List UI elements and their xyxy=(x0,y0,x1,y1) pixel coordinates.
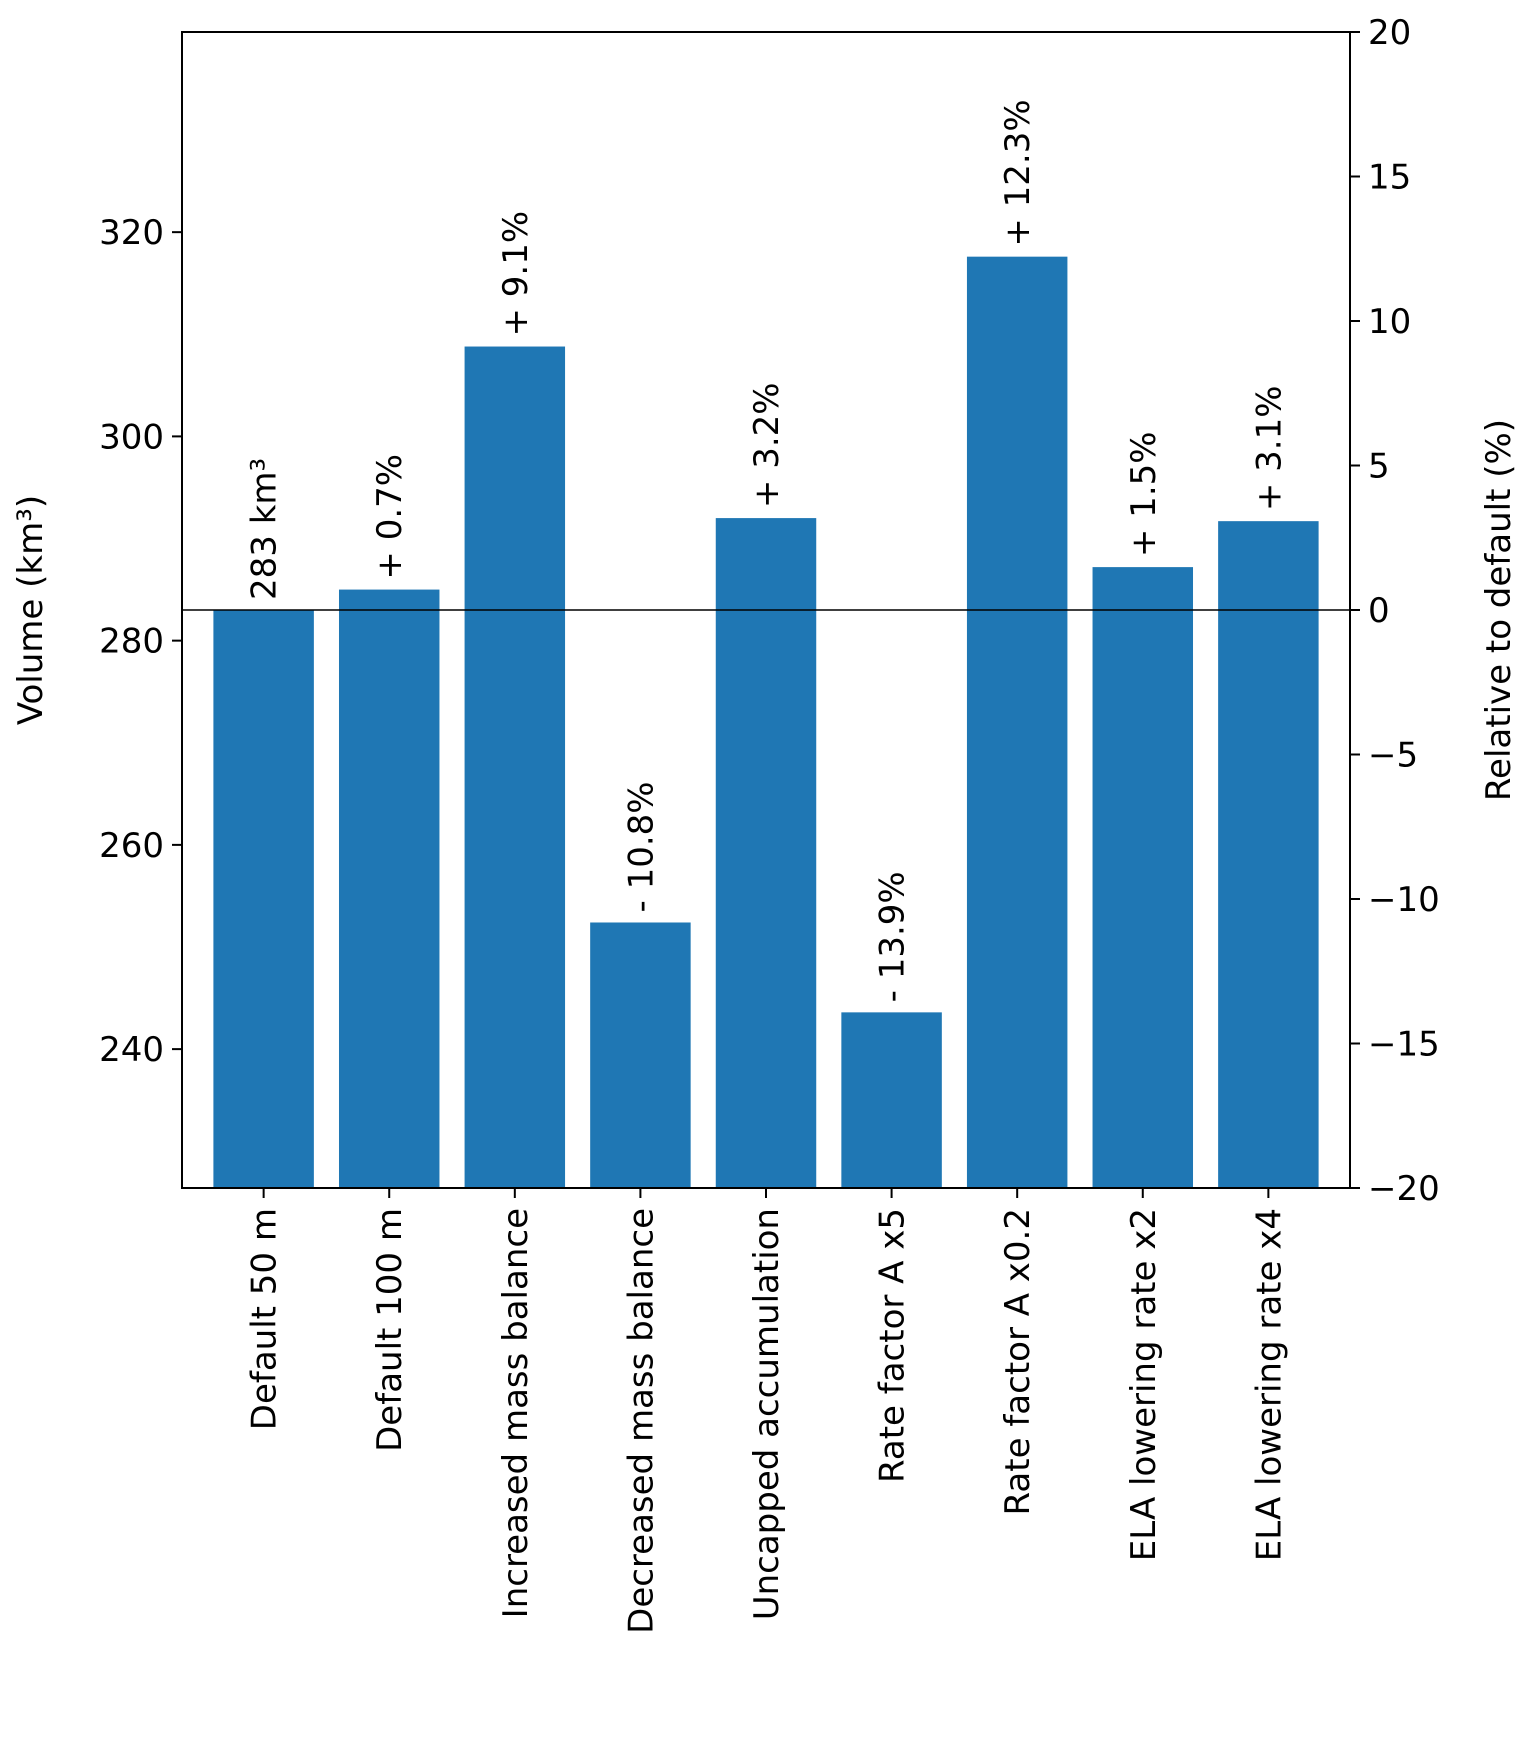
y-axis-label-left: Volume (km³) xyxy=(11,495,51,725)
x-tick-label: Default 50 m xyxy=(245,1208,285,1430)
right-tick-label: −5 xyxy=(1368,736,1418,776)
bar-value-label: 283 km³ xyxy=(245,458,285,600)
bar-value-label: + 9.1% xyxy=(496,211,536,337)
x-tick-label: ELA lowering rate x2 xyxy=(1124,1208,1164,1561)
right-tick-label: −10 xyxy=(1368,880,1440,920)
y-axis-label-right: Relative to default (%) xyxy=(1479,419,1519,801)
bar xyxy=(213,610,314,1188)
right-tick-label: −15 xyxy=(1368,1025,1440,1065)
x-tick-label: Increased mass balance xyxy=(496,1208,536,1618)
bar-labels-group: 283 km³ + 0.7% + 9.1% - 10.8% + 3.2% - 13.9% +… xyxy=(245,99,1290,1002)
left-axis-ticks: 240 260 280 300 320 xyxy=(99,213,182,1070)
x-tick-label: Rate factor A x0.2 xyxy=(998,1208,1038,1515)
bar xyxy=(338,589,440,1188)
bar xyxy=(715,518,817,1188)
x-tick-label: ELA lowering rate x4 xyxy=(1249,1208,1289,1561)
bar-value-label: + 3.1% xyxy=(1249,385,1289,511)
right-tick-label: 0 xyxy=(1368,591,1390,631)
y-tick-label: 260 xyxy=(99,826,164,866)
bar xyxy=(464,346,566,1188)
right-tick-label: 10 xyxy=(1368,302,1411,342)
y-tick-label: 240 xyxy=(99,1030,164,1070)
x-tick-label: Default 100 m xyxy=(370,1208,410,1452)
bar xyxy=(590,922,691,1188)
x-tick-label: Decreased mass balance xyxy=(621,1208,661,1634)
y-tick-label: 320 xyxy=(99,213,164,253)
bar-value-label: + 3.2% xyxy=(747,382,787,508)
bar xyxy=(841,1012,942,1188)
x-tick-label: Uncapped accumulation xyxy=(747,1208,787,1620)
right-tick-label: −20 xyxy=(1368,1169,1440,1209)
bar-value-label: + 12.3% xyxy=(998,99,1038,246)
right-tick-label: 5 xyxy=(1368,447,1390,487)
bar xyxy=(966,256,1068,1188)
y-tick-label: 300 xyxy=(99,417,164,457)
x-axis-ticks: Default 50 m Default 100 m Increased mass … xyxy=(245,1188,1289,1634)
right-axis-ticks: 20 15 10 5 0 −5 −10 −15 −20 xyxy=(1350,13,1440,1209)
bar-value-label: + 1.5% xyxy=(1124,431,1164,557)
bar-value-label: - 13.9% xyxy=(873,871,913,1002)
bars-group xyxy=(213,256,1319,1188)
bar xyxy=(1092,567,1194,1188)
y-tick-label: 280 xyxy=(99,622,164,662)
bar-value-label: - 10.8% xyxy=(621,781,661,912)
x-tick-label: Rate factor A x5 xyxy=(873,1208,913,1483)
right-tick-label: 15 xyxy=(1368,158,1411,198)
bar-value-label: + 0.7% xyxy=(370,454,410,580)
right-tick-label: 20 xyxy=(1368,13,1411,53)
bar xyxy=(1218,521,1319,1188)
